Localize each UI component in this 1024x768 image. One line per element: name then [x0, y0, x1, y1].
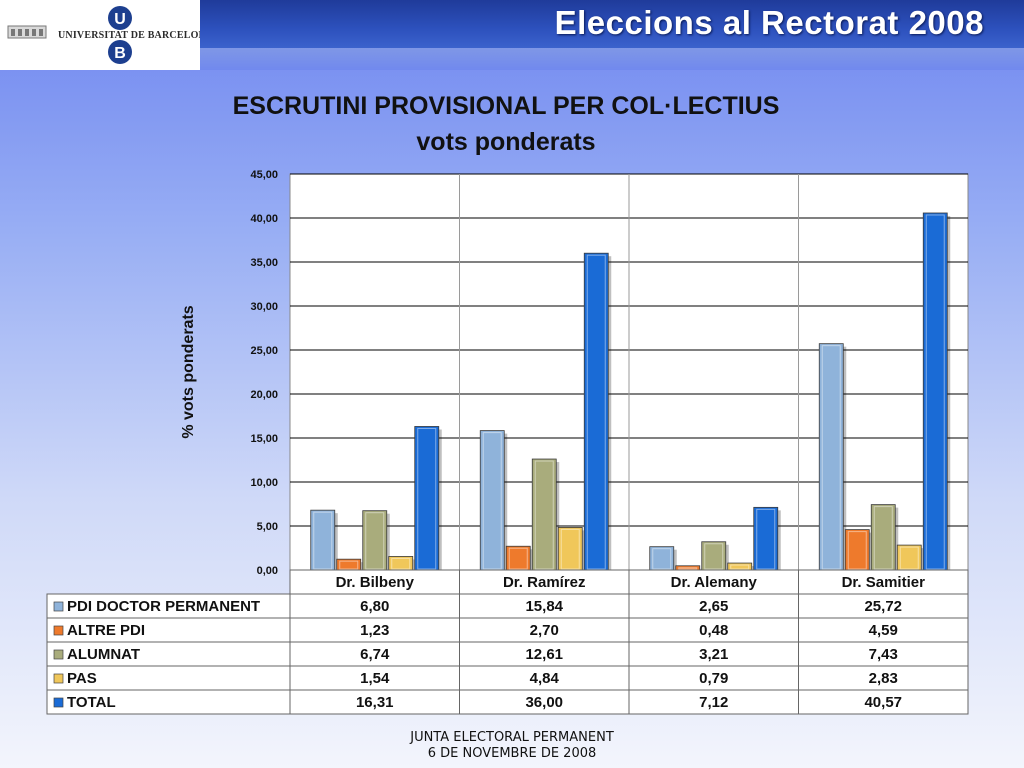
- university-name: UNIVERSITAT DE BARCELONA: [58, 30, 214, 41]
- legend-label: PAS: [67, 670, 97, 687]
- bar-highlight: [482, 432, 502, 570]
- category-label: Dr. Samitier: [842, 574, 926, 591]
- bar-highlight: [821, 345, 841, 570]
- bar-highlight: [704, 543, 724, 570]
- y-tick-label: 0,00: [257, 565, 278, 577]
- data-label: 0,48: [699, 622, 728, 639]
- y-tick-label: 15,00: [250, 433, 278, 445]
- y-tick-label: 10,00: [250, 477, 278, 489]
- bar-highlight: [899, 546, 919, 570]
- data-label: 2,83: [869, 670, 898, 687]
- legend-label: TOTAL: [67, 694, 116, 711]
- y-tick-label: 20,00: [250, 389, 278, 401]
- data-label: 1,23: [360, 622, 389, 639]
- data-label: 16,31: [356, 694, 394, 711]
- bar: [310, 509, 336, 571]
- table-body: [46, 593, 969, 715]
- data-label: 7,12: [699, 694, 728, 711]
- bar-highlight: [873, 506, 893, 570]
- bar: [922, 212, 948, 571]
- bar-highlight: [730, 564, 750, 570]
- data-label: 4,59: [869, 622, 898, 639]
- category-label: Dr. Ramírez: [503, 574, 586, 591]
- bar: [505, 545, 531, 571]
- legend-swatch: [53, 649, 64, 660]
- banner: Eleccions al Rectorat 2008: [200, 0, 1024, 48]
- legend-label: PDI DOCTOR PERMANENT: [67, 598, 260, 615]
- bar-highlight: [925, 214, 945, 570]
- bar-highlight: [417, 427, 437, 570]
- bar-highlight: [847, 531, 867, 570]
- bar-highlight: [678, 567, 698, 570]
- svg-text:U: U: [114, 11, 126, 28]
- bar-highlight: [560, 528, 580, 570]
- bar: [701, 541, 727, 571]
- data-label: 6,74: [360, 646, 390, 663]
- bar: [753, 506, 779, 571]
- bar: [870, 504, 896, 571]
- y-tick-label: 35,00: [250, 257, 278, 269]
- data-label: 36,00: [525, 694, 563, 711]
- bar: [896, 544, 922, 571]
- y-tick-label: 40,00: [250, 213, 278, 225]
- y-axis-label: % vots ponderats: [180, 305, 197, 438]
- legend-label: ALTRE PDI: [67, 622, 145, 639]
- data-label: 25,72: [864, 598, 902, 615]
- data-label: 1,54: [360, 670, 390, 687]
- bar-highlight: [391, 557, 411, 570]
- bar: [557, 527, 583, 571]
- header: U B UNIVERSITAT DE BARCELONA Eleccions a…: [0, 0, 1024, 70]
- data-label: 2,70: [530, 622, 559, 639]
- bar: [479, 430, 505, 571]
- legend-label: ALUMNAT: [67, 646, 140, 663]
- bar: [649, 546, 675, 571]
- bar-highlight: [508, 547, 528, 570]
- data-label: 12,61: [525, 646, 563, 663]
- data-label: 3,21: [699, 646, 728, 663]
- logo-b-circle: [108, 40, 132, 64]
- bar-highlight: [586, 254, 606, 570]
- y-tick-label: 5,00: [257, 521, 278, 533]
- legend-swatch: [53, 697, 64, 708]
- category-label: Dr. Bilbeny: [336, 574, 415, 591]
- banner-underline: [200, 48, 1024, 70]
- y-tick-label: 30,00: [250, 301, 278, 313]
- data-label: 0,79: [699, 670, 728, 687]
- chart-subtitle: vots ponderats: [416, 128, 596, 156]
- data-label: 4,84: [530, 670, 560, 687]
- bar-highlight: [756, 508, 776, 570]
- footer-line-1: JUNTA ELECTORAL PERMANENT: [410, 730, 614, 745]
- chart-title: ESCRUTINI PROVISIONAL PER COL·LECTIUS: [232, 92, 780, 120]
- university-emblem: U B: [7, 6, 132, 64]
- bar: [362, 510, 388, 571]
- y-tick-label: 25,00: [250, 345, 278, 357]
- svg-text:B: B: [114, 45, 126, 62]
- legend-swatch: [53, 673, 64, 684]
- bar: [531, 458, 557, 571]
- data-label: 7,43: [869, 646, 898, 663]
- bar-highlight: [534, 460, 554, 570]
- data-label: 6,80: [360, 598, 389, 615]
- bar: [844, 529, 870, 571]
- bar-highlight: [365, 512, 385, 570]
- university-logo: U B UNIVERSITAT DE BARCELONA: [0, 0, 213, 70]
- data-label: 2,65: [699, 598, 728, 615]
- bar: [583, 252, 609, 571]
- category-label: Dr. Alemany: [671, 574, 758, 591]
- data-label: 15,84: [525, 598, 563, 615]
- footer-line-2: 6 DE NOVEMBRE DE 2008: [427, 746, 597, 761]
- y-tick-label: 45,00: [250, 169, 278, 181]
- bar-highlight: [313, 511, 333, 570]
- data-label: 40,57: [864, 694, 902, 711]
- bar: [818, 343, 844, 571]
- bar-highlight: [339, 560, 359, 570]
- logo-u-circle: [108, 6, 132, 30]
- bar-highlight: [652, 548, 672, 570]
- bar: [414, 426, 440, 571]
- legend-swatch: [53, 625, 64, 636]
- banner-title: Eleccions al Rectorat 2008: [554, 4, 984, 41]
- legend-swatch: [53, 601, 64, 612]
